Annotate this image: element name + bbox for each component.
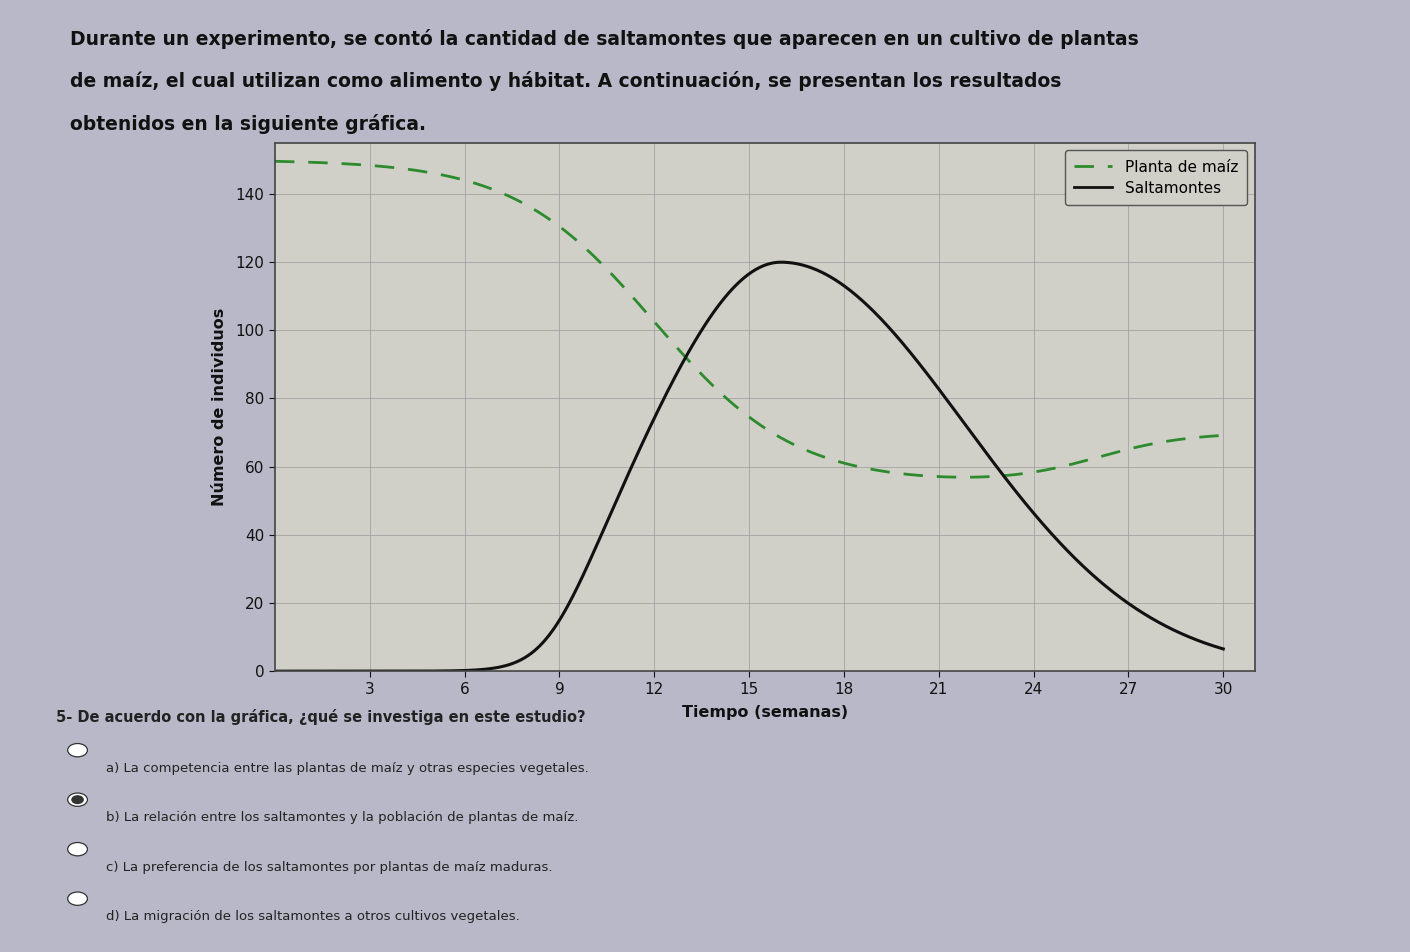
Saltamontes (1007, 486, 1024, 497)
X-axis label: Tiempo (semanas): Tiempo (semanas) (682, 704, 847, 720)
Planta de maíz (266, 155, 283, 167)
Planta de maíz (650, 321, 667, 332)
Planta de maíz (918, 470, 935, 482)
Saltamontes (364, 665, 381, 677)
Text: de maíz, el cual utilizan como alimento y hábitat. A continuación, se presentan : de maíz, el cual utilizan como alimento … (70, 71, 1062, 91)
Text: 5- De acuerdo con la gráfica, ¿qué se investiga en este estudio?: 5- De acuerdo con la gráfica, ¿qué se in… (56, 709, 587, 725)
Text: Durante un experimento, se contó la cantidad de saltamontes que aparecen en un c: Durante un experimento, se contó la cant… (70, 29, 1139, 49)
Planta de maíz (956, 471, 973, 483)
Text: b) La relación entre los saltamontes y la población de plantas de maíz.: b) La relación entre los saltamontes y l… (106, 811, 578, 824)
Planta de maíz (1024, 466, 1041, 478)
Line: Saltamontes: Saltamontes (275, 262, 1224, 671)
Saltamontes (266, 665, 283, 677)
Legend: Planta de maíz, Saltamontes: Planta de maíz, Saltamontes (1065, 150, 1248, 205)
Planta de maíz (1215, 429, 1232, 441)
Text: a) La competencia entre las plantas de maíz y otras especies vegetales.: a) La competencia entre las plantas de m… (106, 762, 588, 775)
Saltamontes (1024, 506, 1041, 518)
Text: c) La preferencia de los saltamontes por plantas de maíz maduras.: c) La preferencia de los saltamontes por… (106, 861, 553, 874)
Text: obtenidos en la siguiente gráfica.: obtenidos en la siguiente gráfica. (70, 114, 426, 134)
Line: Planta de maíz: Planta de maíz (275, 161, 1224, 477)
Saltamontes (684, 339, 701, 350)
Saltamontes (919, 368, 936, 380)
Planta de maíz (1007, 468, 1024, 480)
Saltamontes (1215, 644, 1232, 655)
Text: d) La migración de los saltamontes a otros cultivos vegetales.: d) La migración de los saltamontes a otr… (106, 910, 519, 923)
Planta de maíz (684, 359, 701, 370)
Saltamontes (773, 256, 790, 268)
Saltamontes (650, 404, 667, 415)
Y-axis label: Número de individuos: Número de individuos (213, 307, 227, 506)
Planta de maíz (364, 160, 381, 171)
